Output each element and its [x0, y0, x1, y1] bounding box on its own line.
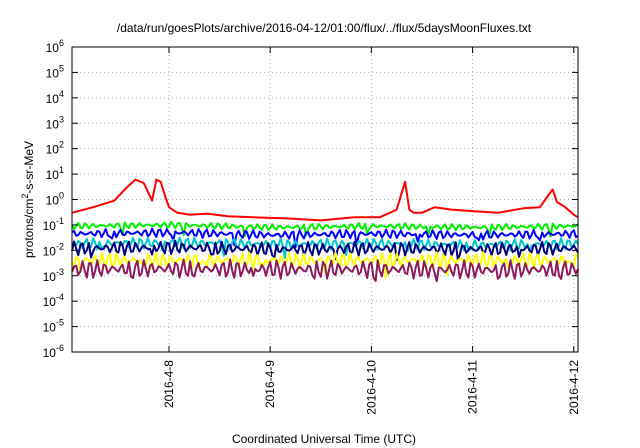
x-tick-label: 2016-4-10	[364, 360, 378, 415]
series-line	[71, 239, 579, 262]
x-tick-label: 2016-4-11	[466, 360, 480, 414]
y-tick-label: 10-4	[43, 292, 64, 309]
x-tick-label: 2016-4-12	[567, 360, 581, 415]
y-tick-label: 103	[46, 114, 64, 131]
y-tick-label: 10-6	[43, 343, 64, 360]
axes: 10-6 10-5 10-4 10-3 10-2 10-1 100 101 102 103 104 1…	[43, 38, 581, 415]
x-tick-label: 2016-4-8	[162, 360, 176, 408]
y-tick-label: 10-3	[43, 267, 64, 284]
y-axis-title: protons/cm2-s-sr-MeV	[20, 141, 36, 258]
y-tick-label: 10-1	[43, 216, 64, 233]
y-tick-label: 100	[46, 191, 64, 208]
y-tick-label: 104	[46, 89, 64, 106]
series-line	[71, 258, 579, 283]
series-line	[71, 251, 579, 279]
x-axis-title: Coordinated Universal Time (UTC)	[232, 432, 416, 446]
x-tick-label: 2016-4-9	[263, 360, 277, 408]
y-tick-label: 106	[46, 38, 64, 55]
series-line	[71, 220, 579, 238]
y-tick-label: 10-5	[43, 318, 64, 335]
y-tick-label: 10-2	[43, 241, 64, 258]
data-series	[71, 178, 579, 283]
y-tick-label: 102	[46, 140, 64, 157]
series-line	[71, 178, 579, 222]
y-tick-label: 101	[46, 165, 64, 182]
y-tick-label: 105	[46, 63, 64, 80]
chart-title: /data/run/goesPlots/archive/2016-04-12/0…	[117, 21, 532, 35]
series-line	[71, 227, 579, 249]
